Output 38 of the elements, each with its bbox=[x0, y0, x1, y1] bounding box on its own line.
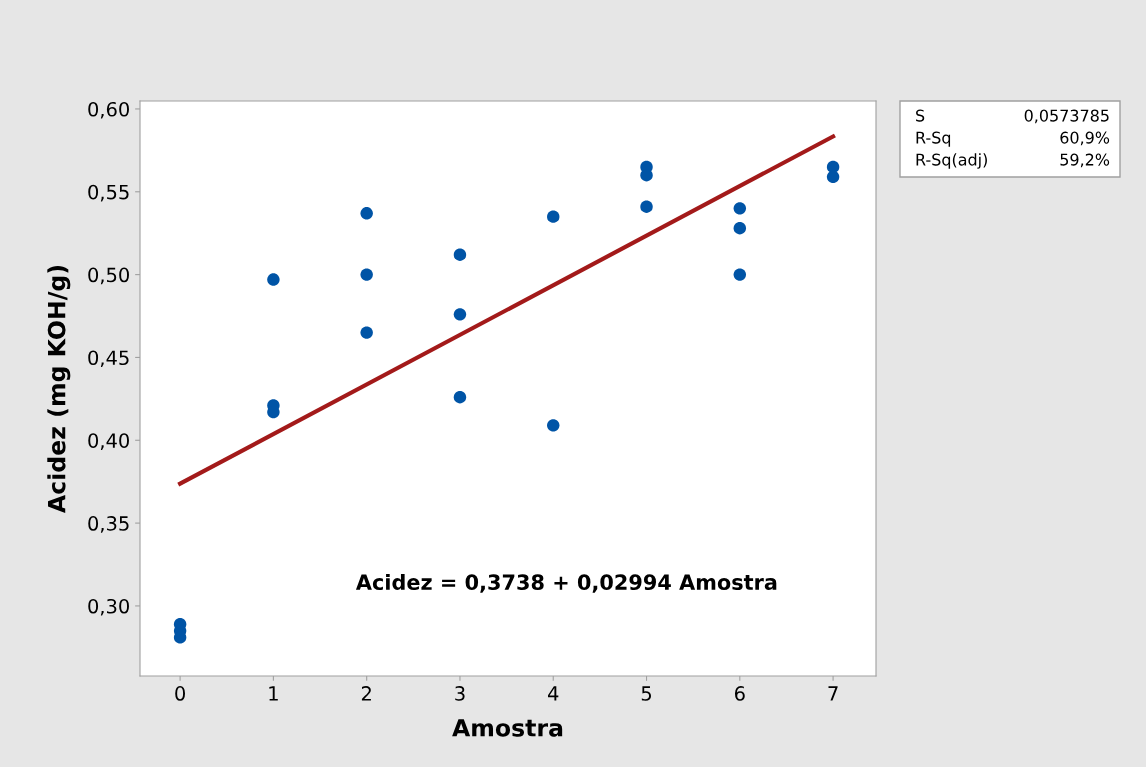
point bbox=[547, 210, 560, 223]
x-tick-label: 3 bbox=[455, 686, 465, 701]
text: S bbox=[916, 109, 925, 122]
point bbox=[733, 268, 747, 281]
point bbox=[453, 390, 467, 404]
x-tick-label: 0 bbox=[175, 686, 186, 701]
point bbox=[360, 326, 373, 339]
x-tick-label: 1 bbox=[269, 686, 278, 701]
point bbox=[453, 308, 467, 321]
y-tick-label: 0,55 bbox=[88, 184, 129, 202]
point bbox=[826, 170, 840, 184]
point bbox=[453, 248, 467, 261]
y-tick-label: 0,45 bbox=[88, 350, 129, 368]
annotation: Acidez = 0,3738 + 0,02994 Amostra bbox=[355, 573, 777, 593]
y-axis-title: Acidez (mg KOH/g) bbox=[47, 265, 71, 513]
point bbox=[733, 202, 747, 215]
text: R-Sq(adj) bbox=[916, 153, 987, 169]
point bbox=[267, 273, 280, 286]
x-axis-title: Amostra bbox=[452, 719, 563, 737]
y-tick-label: 0,30 bbox=[88, 598, 129, 616]
x-tick-label: 7 bbox=[828, 686, 838, 701]
text: 59,2% bbox=[1060, 153, 1110, 168]
text: 60,9% bbox=[1060, 131, 1110, 146]
x-tick-label: 4 bbox=[548, 686, 559, 701]
y-tick-label: 0,40 bbox=[88, 433, 129, 450]
point bbox=[360, 207, 373, 220]
y-tick-label: 0,35 bbox=[88, 516, 129, 533]
point bbox=[640, 200, 653, 213]
text: 0,0573785 bbox=[1024, 109, 1109, 124]
y-tick-label: 0,60 bbox=[88, 101, 129, 119]
text: R-Sq bbox=[916, 131, 951, 147]
x-tick-label: 5 bbox=[641, 686, 652, 701]
point bbox=[360, 268, 373, 281]
x-tick-label: 2 bbox=[361, 686, 371, 701]
x-tick-label: 6 bbox=[734, 686, 745, 701]
point bbox=[547, 419, 560, 432]
y-tick-label: 0,50 bbox=[88, 267, 129, 285]
point bbox=[733, 222, 747, 235]
